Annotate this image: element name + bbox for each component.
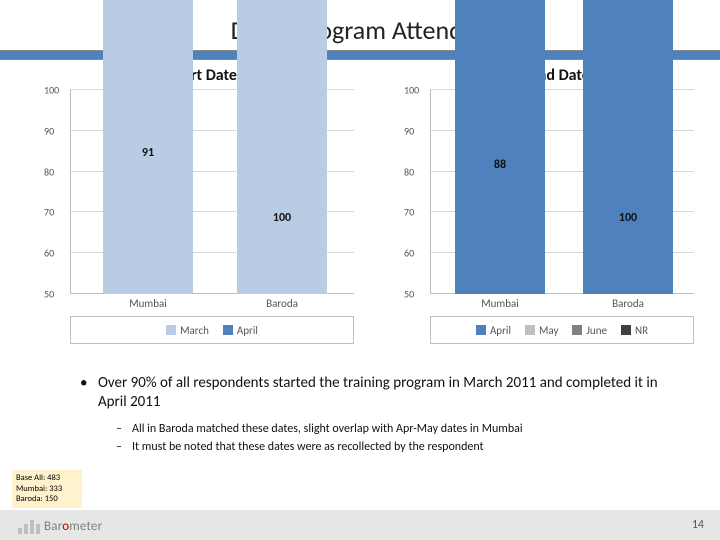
y-tick: 100 [44, 84, 59, 97]
y-tick: 90 [404, 124, 414, 137]
legend-item: March [166, 324, 209, 337]
legend-label: March [180, 324, 209, 337]
legend-item: April [476, 324, 511, 337]
y-tick: 90 [44, 124, 54, 137]
bar-segment [455, 0, 545, 294]
category-label: Mumbai [118, 297, 178, 310]
legend-swatch-icon [223, 325, 233, 335]
base-line: Base All: 483 [16, 473, 78, 484]
category-label: Baroda [598, 297, 658, 310]
legend-end: April May June NR [430, 316, 694, 344]
page-number: 14 [692, 518, 704, 532]
y-tick: 80 [44, 165, 54, 178]
legend-item: April [223, 324, 258, 337]
y-tick: 60 [404, 247, 414, 260]
category-label: Mumbai [470, 297, 530, 310]
chart-start: 91100 5060708090100 MumbaiBaroda MarchAp… [40, 88, 360, 348]
base-box: Base All: 483Mumbai: 333Baroda: 150 [12, 470, 82, 508]
legend-label: May [539, 324, 558, 337]
logo-text: Barometer [44, 519, 102, 534]
bullets: Over 90% of all respondents started the … [80, 374, 680, 456]
logo-bars-icon [18, 520, 40, 534]
logo: Barometer [18, 519, 102, 534]
bar-slot: 91 [103, 90, 193, 294]
y-tick: 50 [404, 288, 414, 301]
base-line: Baroda: 150 [16, 494, 78, 505]
legend-label: NR [635, 324, 648, 337]
legend-label: April [237, 324, 258, 337]
bar-value-label: 100 [237, 211, 327, 225]
y-tick: 70 [44, 206, 54, 219]
y-tick: 100 [404, 84, 419, 97]
legend-swatch-icon [166, 325, 176, 335]
legend-item: June [572, 324, 607, 337]
bullet-main: Over 90% of all respondents started the … [80, 374, 680, 412]
bar-slot: 100 [583, 90, 673, 294]
bar-value-label: 88 [455, 158, 545, 172]
category-label: Baroda [252, 297, 312, 310]
y-tick: 50 [44, 288, 54, 301]
bar-segment [237, 0, 327, 294]
chart-plot: 91100 5060708090100 MumbaiBaroda [40, 88, 360, 308]
legend-item: NR [621, 324, 648, 337]
legend-swatch-icon [621, 325, 631, 335]
bar-value-label: 100 [583, 211, 673, 225]
legend-start: March April [70, 316, 354, 344]
y-tick: 70 [404, 206, 414, 219]
bar-value-label: 91 [103, 146, 193, 160]
legend-label: April [490, 324, 511, 337]
bar-slot: 100 [237, 90, 327, 294]
y-tick: 60 [44, 247, 54, 260]
chart-plot: 88100 5060708090100 MumbaiBaroda [400, 88, 700, 308]
legend-item: May [525, 324, 558, 337]
logo-text-pre: Bar [44, 519, 62, 534]
legend-swatch-icon [476, 325, 486, 335]
bar-slot: 88 [455, 90, 545, 294]
legend-swatch-icon [525, 325, 535, 335]
bar-segment [583, 0, 673, 294]
base-line: Mumbai: 333 [16, 484, 78, 495]
footer-band [0, 510, 720, 540]
logo-text-post: meter [69, 519, 102, 534]
chart-end: 88100 5060708090100 MumbaiBaroda AprilMa… [400, 88, 700, 348]
bullet-sub: All in Baroda matched these dates, sligh… [116, 420, 680, 438]
legend-swatch-icon [572, 325, 582, 335]
bullet-sub: It must be noted that these dates were a… [116, 438, 680, 456]
legend-label: June [586, 324, 607, 337]
y-tick: 80 [404, 165, 414, 178]
